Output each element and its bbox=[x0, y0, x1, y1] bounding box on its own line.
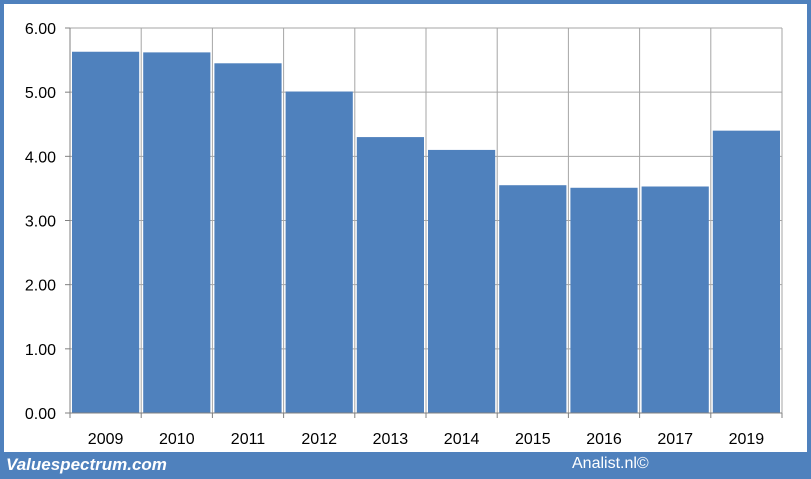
y-tick-label: 3.00 bbox=[25, 214, 56, 231]
x-tick-label: 2009 bbox=[88, 431, 124, 448]
bar-2017 bbox=[641, 186, 709, 413]
bar-2013 bbox=[356, 137, 424, 414]
y-tick-label: 5.00 bbox=[25, 85, 56, 102]
bar-2019 bbox=[712, 130, 780, 413]
x-tick-labels: 2009 2010 2011 2012 2013 2014 2015 2016 2017 2019 bbox=[88, 431, 764, 448]
y-tick-label: 1.00 bbox=[25, 342, 56, 359]
y-tick-label: 4.00 bbox=[25, 149, 56, 166]
bar-chart: 0.00 1.00 2.00 3.00 4.00 5.00 6.00 2009 2010 201… bbox=[25, 21, 783, 448]
bars bbox=[72, 51, 780, 414]
x-tick-label: 2017 bbox=[657, 431, 693, 448]
credit-label: Analist.nl© bbox=[572, 455, 649, 472]
x-tick-label: 2011 bbox=[231, 431, 266, 448]
grid-lines bbox=[70, 27, 783, 413]
y-tick-label: 6.00 bbox=[25, 21, 56, 38]
footer-bar: Valuespectrum.com Analist.nl© bbox=[0, 452, 811, 479]
x-tick-label: 2015 bbox=[515, 431, 551, 448]
x-tick-label: 2010 bbox=[159, 431, 195, 448]
bar-2016 bbox=[570, 187, 638, 413]
x-tick-label: 2019 bbox=[729, 431, 765, 448]
x-tick-label: 2013 bbox=[373, 431, 409, 448]
bar-2012 bbox=[285, 91, 353, 414]
y-tick-labels: 0.00 1.00 2.00 3.00 4.00 5.00 6.00 bbox=[25, 21, 56, 423]
bar-2011 bbox=[214, 63, 282, 414]
x-tick-label: 2014 bbox=[444, 431, 480, 448]
bar-2015 bbox=[499, 185, 567, 413]
bar-2014 bbox=[428, 149, 496, 413]
bar-2010 bbox=[143, 52, 211, 414]
y-tick-label: 2.00 bbox=[25, 278, 56, 295]
x-tick-label: 2012 bbox=[301, 431, 337, 448]
x-tick-label: 2016 bbox=[586, 431, 622, 448]
bar-2009 bbox=[72, 51, 140, 413]
y-tick-label: 0.00 bbox=[25, 406, 56, 423]
axes bbox=[65, 27, 783, 418]
brand-label: Valuespectrum.com bbox=[6, 455, 167, 474]
